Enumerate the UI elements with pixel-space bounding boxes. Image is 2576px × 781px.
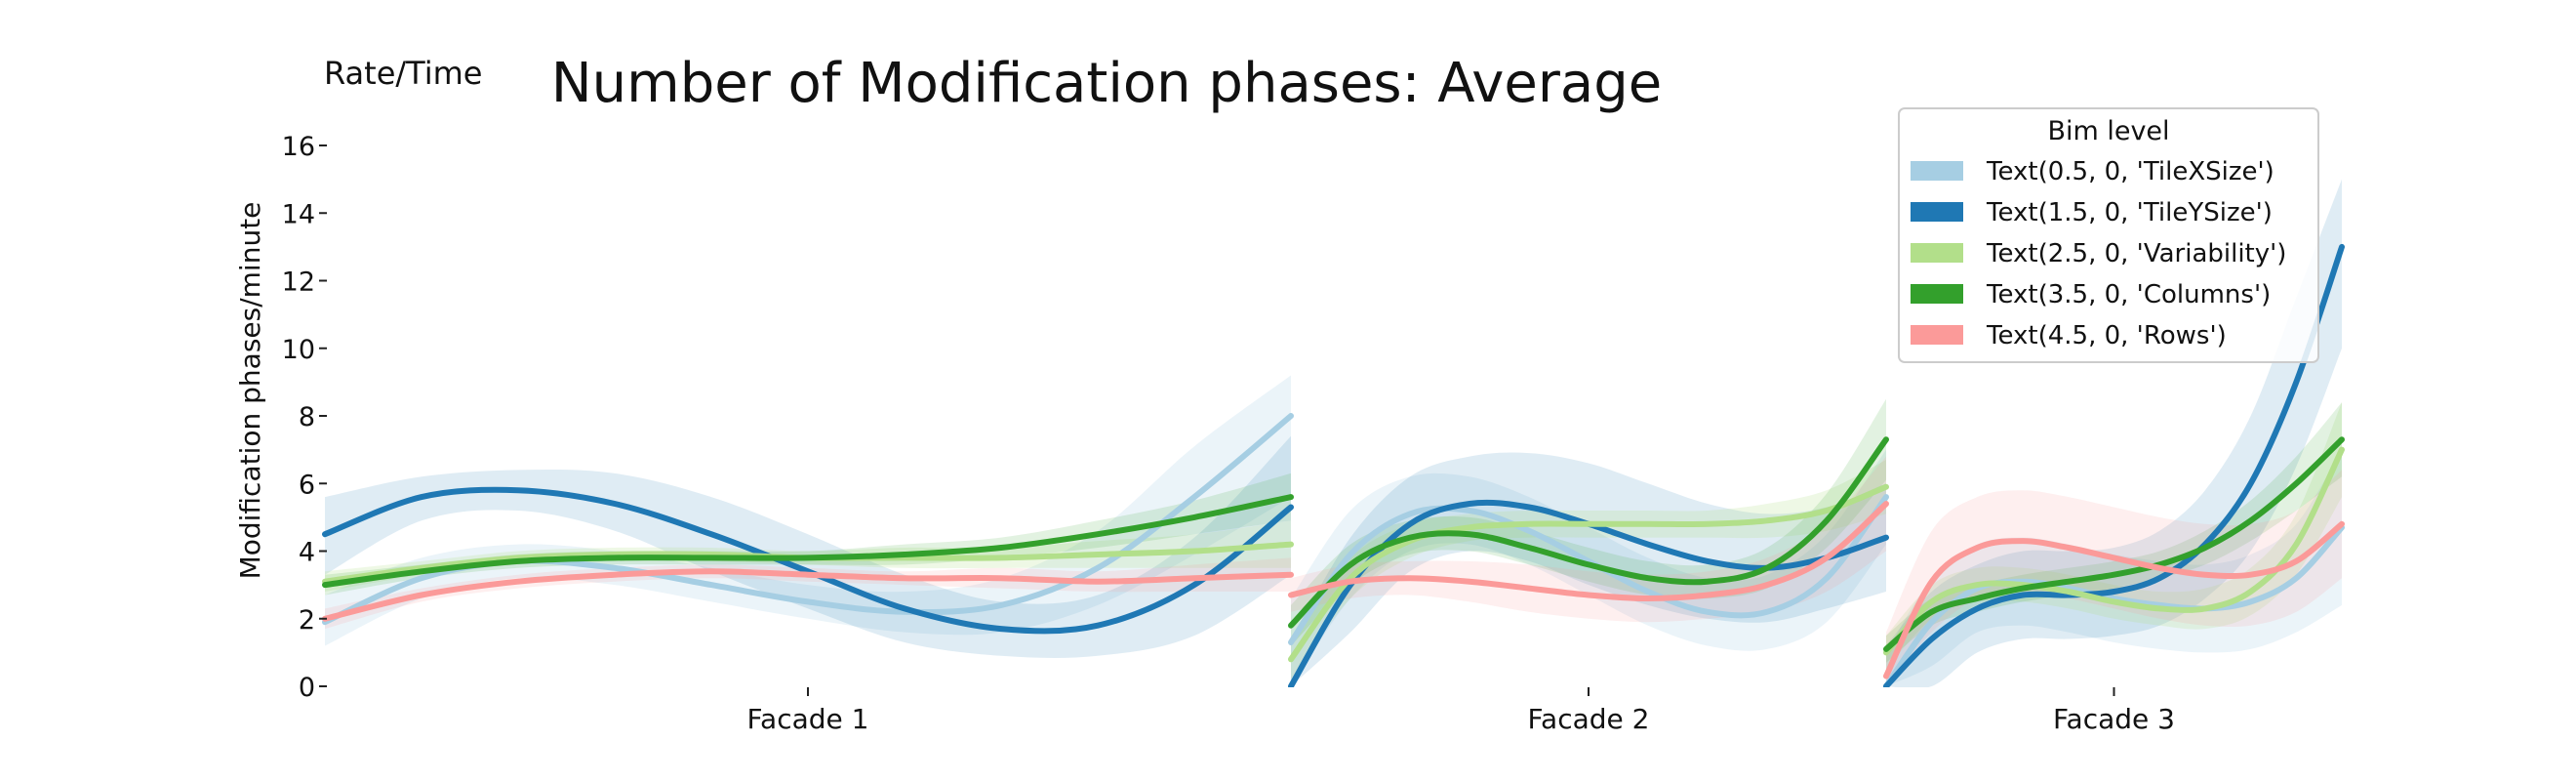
y-axis: 0 2 4 6 8 10 12 14 16 (282, 132, 327, 703)
confidence-band (1291, 398, 1886, 646)
series-line (1883, 436, 2345, 652)
legend-swatch (1911, 284, 1963, 304)
chart-title: Number of Modification phases: Average (551, 52, 1662, 115)
y-tick-label: 8 (299, 402, 315, 432)
legend-entry: Text(2.5, 0, 'Variability') (1986, 239, 2286, 268)
legend: Bim level Text(0.5, 0, 'TileXSize') Text(… (1898, 107, 2319, 363)
confidence-band (1291, 460, 1886, 680)
y-axis-label: Modification phases/minute (234, 202, 266, 580)
series-line (1883, 520, 2345, 679)
series-line (1288, 494, 1889, 645)
confidence-band (1886, 179, 2342, 687)
y-tick-label: 16 (282, 132, 315, 162)
legend-entry: Text(4.5, 0, 'Rows') (1986, 321, 2227, 350)
series-line (1883, 524, 2345, 687)
legend-title: Bim level (2047, 116, 2169, 146)
y-tick-label: 4 (299, 538, 315, 568)
series-line (322, 486, 1294, 635)
x-tick-label: Facade 3 (2053, 703, 2175, 735)
confidence-band (325, 435, 1291, 658)
series-line (322, 568, 1294, 622)
legend-entry: Text(3.5, 0, 'Columns') (1986, 280, 2271, 309)
series-line (1883, 243, 2345, 687)
x-axis: Facade 1 Facade 2 Facade 3 (747, 687, 2175, 735)
series-line (1288, 483, 1889, 663)
y-tick-label: 10 (282, 335, 315, 365)
series-line (1288, 501, 1889, 601)
series-lines (322, 243, 2345, 687)
y-tick-label: 12 (282, 267, 315, 298)
y-tick-label: 2 (299, 605, 315, 636)
legend-entry: Text(1.5, 0, 'TileYSize') (1986, 198, 2273, 227)
y-tick-label: 6 (299, 470, 315, 500)
y-tick-label: 0 (299, 673, 315, 703)
legend-swatch (1911, 202, 1963, 222)
confidence-band (1886, 470, 2342, 686)
y-tick-label: 14 (282, 199, 315, 229)
x-tick-label: Facade 1 (747, 703, 869, 735)
series-line (322, 494, 1294, 589)
legend-swatch (1911, 161, 1963, 181)
corner-label: Rate/Time (324, 55, 482, 92)
x-tick-label: Facade 2 (1528, 703, 1650, 735)
legend-swatch (1911, 325, 1963, 345)
legend-swatch (1911, 243, 1963, 263)
legend-frame (1898, 107, 2319, 363)
legend-entry: Text(0.5, 0, 'TileXSize') (1986, 157, 2274, 186)
confidence-band (1886, 449, 2342, 686)
series-line (1288, 436, 1889, 629)
